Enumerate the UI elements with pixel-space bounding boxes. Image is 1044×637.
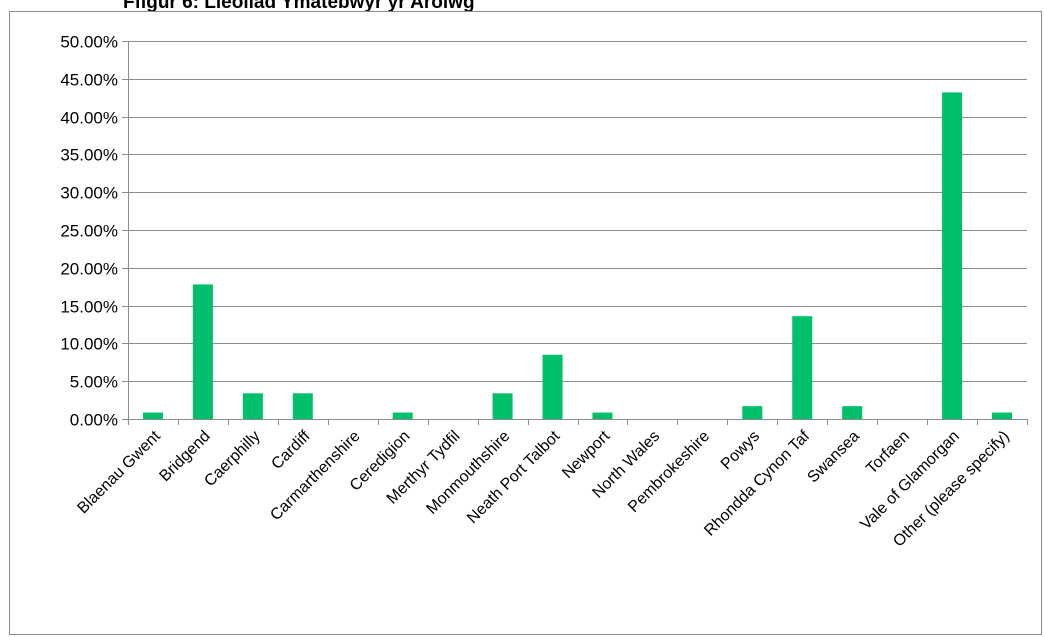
axes	[128, 41, 1028, 425]
y-tick-label: 0.00%	[70, 411, 118, 430]
y-tick-label: 20.00%	[60, 260, 118, 279]
y-tick-label: 15.00%	[60, 298, 118, 317]
y-axis-ticks: 0.00% 5.00% 10.00% 15.00% 20.00% 25.00% 30.00%…	[60, 33, 128, 430]
x-tick-label: Neath Port Talbot	[464, 427, 564, 527]
bar	[942, 92, 963, 420]
bar	[392, 412, 413, 419]
y-tick-label: 45.00%	[60, 71, 118, 90]
y-tick-label: 10.00%	[60, 335, 118, 354]
bar	[742, 406, 763, 419]
bars	[142, 92, 1013, 420]
x-tick-label: Swansea	[804, 428, 863, 487]
bar	[192, 284, 213, 419]
bar	[492, 393, 513, 419]
y-tick-label: 35.00%	[60, 146, 118, 165]
bar	[142, 412, 163, 419]
bar	[792, 316, 813, 419]
x-tick-label: Cardiff	[268, 427, 314, 473]
x-tick-label: Powys	[718, 428, 763, 473]
y-tick-label: 50.00%	[60, 33, 118, 52]
bar	[592, 412, 613, 419]
bar	[842, 406, 863, 419]
gridlines	[128, 41, 1027, 382]
y-tick-label: 5.00%	[70, 373, 118, 392]
bar	[542, 354, 563, 419]
y-tick-label: 30.00%	[60, 184, 118, 203]
chart-frame	[9, 11, 1042, 635]
y-tick-label: 25.00%	[60, 222, 118, 241]
bar	[992, 412, 1013, 419]
x-tick-label: Torfaen	[863, 428, 913, 478]
x-tick-label: Blaenau Gwent	[74, 427, 164, 517]
x-tick-label: Carmarthenshire	[267, 428, 363, 524]
y-tick-label: 40.00%	[60, 109, 118, 128]
bar	[242, 393, 263, 419]
bar	[292, 393, 313, 419]
figure-caption: Ffigur 6: Lleoliad Ymatebwyr yr Arolwg	[123, 0, 475, 13]
